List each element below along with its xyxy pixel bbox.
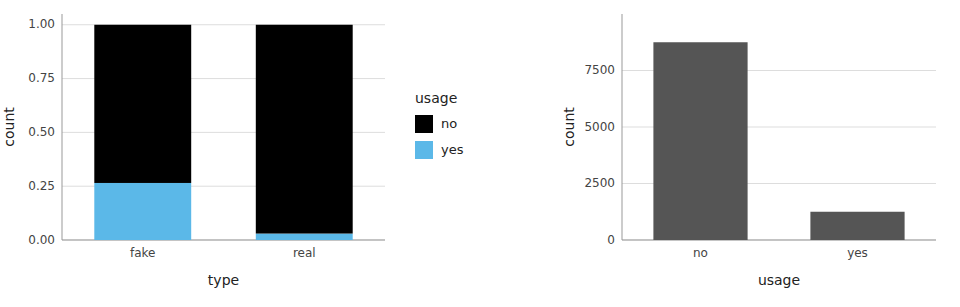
legend-swatch [415,141,433,159]
x-tick-label: fake [130,246,155,260]
y-tick-label: 0 [607,233,615,247]
bars [653,42,904,240]
legend-label: no [441,116,457,131]
legend-title: usage [415,90,457,106]
y-axis-line [622,14,623,240]
bar-segment [94,25,191,183]
y-axis-title: count [561,107,577,147]
y-tick-label: 2500 [584,176,615,190]
y-tick-label: 0.75 [28,71,55,85]
y-tick-label: 1.00 [28,17,55,31]
legend-label: yes [441,142,464,157]
x-tick-label: yes [847,246,868,260]
y-axis-title: count [1,107,17,147]
bar-segment [256,25,353,234]
x-tick-label: no [693,246,708,260]
x-axis-title: type [208,272,239,288]
x-axis-title: usage [758,272,800,288]
y-tick-label: 0.00 [28,233,55,247]
y-tick-label: 5000 [584,120,615,134]
chart-panel: 0.00 0.25 0.50 0.75 1.00 fake real type count usa… [1,14,464,288]
y-tick-label: 7500 [584,63,615,77]
legend: usage no yes [415,90,464,159]
bars [94,25,352,240]
x-tick-label: real [293,246,316,260]
bar [810,212,904,240]
y-axis-line [62,14,63,240]
bar-segment [94,183,191,240]
y-tick-label: 0.25 [28,179,55,193]
bar-segment [256,234,353,240]
bar [653,42,747,240]
legend-swatch [415,115,433,133]
y-tick-label: 0.50 [28,125,55,139]
chart-canvas: 0.00 0.25 0.50 0.75 1.00 fake real type count usa… [0,0,960,307]
chart-panel: 0 2500 5000 7500 no yes usage count [561,14,936,288]
